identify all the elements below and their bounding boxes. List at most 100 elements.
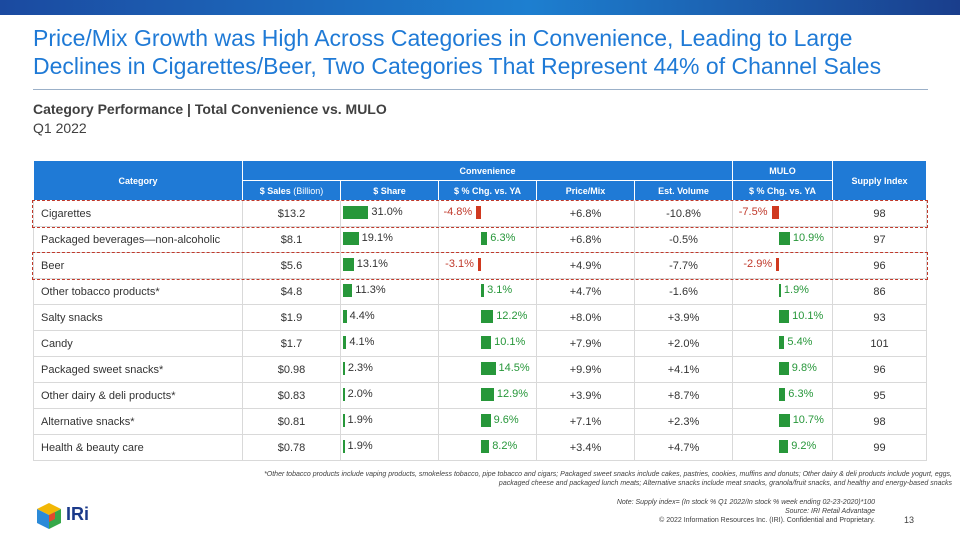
- conv-chg-bar: [481, 414, 491, 427]
- share-label: 4.1%: [349, 336, 375, 348]
- price-mix-cell: +7.9%: [536, 330, 635, 357]
- share-cell: 1.9%: [340, 434, 439, 461]
- table-subtitle: Category Performance | Total Convenience…: [33, 101, 387, 117]
- header-mulo: MULO: [732, 160, 833, 181]
- conv-chg-label: -4.8%: [443, 206, 473, 218]
- sales-cell: $0.98: [242, 356, 341, 383]
- conv-chg-cell: 8.2%: [438, 434, 537, 461]
- table-row: Candy $1.7 4.1% 10.1% +7.9% +2.0% 5.4% 101: [33, 330, 927, 357]
- sales-cell: $0.81: [242, 408, 341, 435]
- category-cell: Beer: [33, 252, 243, 279]
- mulo-chg-cell: 10.9%: [732, 226, 833, 253]
- supply-index-cell: 99: [832, 434, 927, 461]
- est-volume-cell: +3.9%: [634, 304, 733, 331]
- est-volume-cell: +8.7%: [634, 382, 733, 409]
- share-bar: [343, 388, 345, 401]
- category-cell: Salty snacks: [33, 304, 243, 331]
- mulo-chg-label: 9.2%: [791, 440, 817, 452]
- conv-chg-bar: [476, 206, 481, 219]
- price-mix-cell: +4.7%: [536, 278, 635, 305]
- header-est-volume: Est. Volume: [634, 180, 733, 201]
- conv-chg-bar: [481, 232, 488, 245]
- sales-cell: $1.9: [242, 304, 341, 331]
- est-volume-cell: -10.8%: [634, 200, 733, 227]
- conv-chg-bar: [481, 362, 496, 375]
- source-line: Source: IRI Retail Advantage: [784, 508, 875, 515]
- header-sales-label: $ Sales: [259, 185, 291, 196]
- header-sales-unit: (Billion): [293, 185, 324, 196]
- sales-cell: $4.8: [242, 278, 341, 305]
- conv-chg-label: 6.3%: [490, 232, 516, 244]
- conv-chg-label: 12.9%: [496, 388, 529, 400]
- mulo-chg-label: 10.7%: [792, 414, 824, 426]
- sales-cell: $5.6: [242, 252, 341, 279]
- conv-chg-label: 14.5%: [498, 362, 530, 374]
- table-row: Salty snacks $1.9 4.4% 12.2% +8.0% +3.9% 10.1%…: [33, 304, 927, 331]
- share-label: 31.0%: [371, 206, 403, 218]
- price-mix-cell: +3.4%: [536, 434, 635, 461]
- price-mix-cell: +8.0%: [536, 304, 635, 331]
- supply-index-cell: 96: [832, 356, 927, 383]
- category-cell: Packaged sweet snacks*: [33, 356, 243, 383]
- share-bar: [343, 258, 354, 271]
- mulo-chg-cell: 6.3%: [732, 382, 833, 409]
- conv-chg-cell: 12.9%: [438, 382, 537, 409]
- price-mix-cell: +7.1%: [536, 408, 635, 435]
- header-sales: $ Sales (Billion): [242, 180, 341, 201]
- table-row: Alternative snacks* $0.81 1.9% 9.6% +7.1% +2.…: [33, 408, 927, 435]
- category-cell: Cigarettes: [33, 200, 243, 227]
- category-footnote: *Other tobacco products include vaping p…: [264, 471, 952, 487]
- mulo-chg-cell: 10.7%: [732, 408, 833, 435]
- title-divider: [33, 89, 928, 90]
- category-cell: Health & beauty care: [33, 434, 243, 461]
- share-cell: 13.1%: [340, 252, 439, 279]
- share-bar: [343, 440, 345, 453]
- mulo-chg-bar: [779, 414, 790, 427]
- table-row: Packaged beverages—non-alcoholic $8.1 19.1…: [33, 226, 927, 253]
- header-price-mix: Price/Mix: [536, 180, 635, 201]
- header-convenience: Convenience: [242, 160, 733, 181]
- share-cell: 4.4%: [340, 304, 439, 331]
- conv-chg-cell: 14.5%: [438, 356, 537, 383]
- conv-chg-bar: [481, 284, 485, 297]
- mulo-chg-label: 1.9%: [783, 284, 809, 296]
- supply-index-cell: 93: [832, 304, 927, 331]
- conv-chg-label: 3.1%: [487, 284, 513, 296]
- conv-chg-bar: [481, 336, 492, 349]
- category-cell: Packaged beverages—non-alcoholic: [33, 226, 243, 253]
- price-mix-cell: +4.9%: [536, 252, 635, 279]
- mulo-chg-bar: [779, 336, 785, 349]
- est-volume-cell: -7.7%: [634, 252, 733, 279]
- mulo-chg-cell: 9.8%: [732, 356, 833, 383]
- sales-cell: $1.7: [242, 330, 341, 357]
- sales-cell: $0.83: [242, 382, 341, 409]
- category-cell: Candy: [33, 330, 243, 357]
- iri-cube-icon: [37, 503, 61, 529]
- conv-chg-cell: -4.8%: [438, 200, 537, 227]
- share-cell: 11.3%: [340, 278, 439, 305]
- share-label: 1.9%: [347, 440, 373, 452]
- table-row: Other dairy & deli products* $0.83 2.0% 12.…: [33, 382, 927, 409]
- mulo-chg-label: -7.5%: [738, 206, 768, 218]
- conv-chg-bar: [481, 440, 490, 453]
- share-cell: 1.9%: [340, 408, 439, 435]
- sales-cell: $13.2: [242, 200, 341, 227]
- supply-index-cell: 95: [832, 382, 927, 409]
- mulo-chg-label: -2.9%: [743, 258, 773, 270]
- share-bar: [343, 310, 347, 323]
- category-cell: Alternative snacks*: [33, 408, 243, 435]
- category-cell: Other tobacco products*: [33, 278, 243, 305]
- table-row: Cigarettes $13.2 31.0% -4.8% +6.8% -10.8% -7.5…: [33, 200, 927, 227]
- conv-chg-label: 8.2%: [492, 440, 518, 452]
- mulo-chg-cell: 9.2%: [732, 434, 833, 461]
- mulo-chg-label: 10.9%: [792, 232, 825, 244]
- mulo-chg-cell: -2.9%: [732, 252, 833, 279]
- category-performance-table: Category Convenience MULO Supply Index $…: [33, 160, 927, 461]
- mulo-chg-cell: 1.9%: [732, 278, 833, 305]
- est-volume-cell: +4.1%: [634, 356, 733, 383]
- mulo-chg-bar: [779, 284, 781, 297]
- conv-chg-bar: [481, 310, 494, 323]
- est-volume-cell: -0.5%: [634, 226, 733, 253]
- price-mix-cell: +6.8%: [536, 200, 635, 227]
- sales-cell: $8.1: [242, 226, 341, 253]
